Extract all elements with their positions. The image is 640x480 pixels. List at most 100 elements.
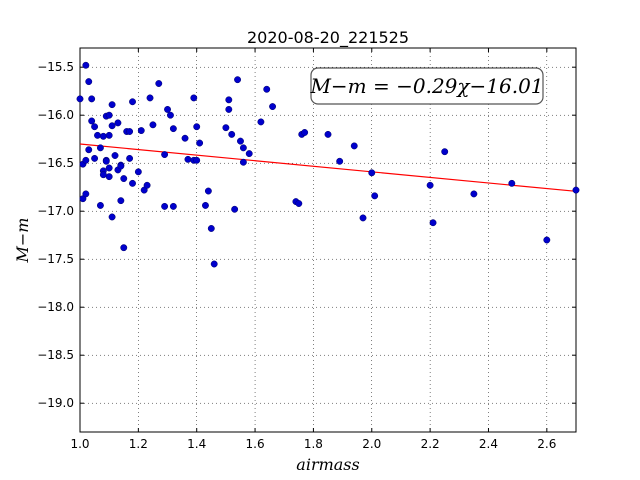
data-point <box>257 118 265 126</box>
data-point <box>82 190 90 198</box>
equation-annotation: M−m = −0.29χ−16.01 <box>309 67 544 105</box>
data-point <box>239 158 247 166</box>
data-point <box>234 76 242 84</box>
data-point <box>470 190 478 198</box>
data-point <box>94 131 101 139</box>
data-point <box>149 121 157 129</box>
data-point <box>350 142 358 150</box>
data-point <box>105 131 113 139</box>
data-point <box>120 175 128 183</box>
data-point <box>105 164 113 172</box>
fit-line <box>79 143 577 192</box>
data-point <box>508 179 516 187</box>
x-tick-label: 2.4 <box>479 437 498 451</box>
data-point <box>105 111 113 119</box>
data-point <box>114 119 122 127</box>
x-tick-label: 1.8 <box>304 437 323 451</box>
x-tick-label: 1.4 <box>187 437 206 451</box>
data-point <box>295 200 303 207</box>
data-point <box>202 201 209 209</box>
data-point <box>88 95 96 103</box>
data-point <box>76 95 84 103</box>
data-point <box>371 192 379 200</box>
data-point <box>99 132 107 140</box>
data-point <box>204 187 212 195</box>
data-point <box>336 157 344 165</box>
data-point <box>263 85 271 93</box>
x-tick-label: 1.0 <box>70 437 89 451</box>
data-point <box>129 179 136 187</box>
data-point <box>429 219 437 227</box>
data-point <box>129 98 136 106</box>
y-tick-label: −17.5 <box>37 252 74 266</box>
fit-line-layer <box>79 143 577 192</box>
data-point <box>82 156 90 164</box>
data-point <box>169 202 177 210</box>
data-point <box>108 122 116 130</box>
data-point <box>111 152 119 159</box>
data-point <box>426 181 434 189</box>
data-point <box>225 105 233 113</box>
data-point <box>117 162 125 170</box>
data-point <box>193 123 201 131</box>
data-point <box>207 225 215 232</box>
data-point <box>85 146 93 154</box>
data-point <box>120 244 128 252</box>
data-point <box>245 150 253 158</box>
data-point <box>137 127 145 135</box>
data-point <box>210 260 218 268</box>
y-axis-label: M−m <box>13 218 32 264</box>
y-tick-label: −17.0 <box>37 204 74 218</box>
data-point <box>108 213 116 221</box>
data-point <box>193 156 201 164</box>
data-point <box>155 80 163 87</box>
data-point <box>117 197 125 205</box>
data-point <box>91 123 99 131</box>
annotation-text: M−m = −0.29χ−16.01 <box>309 74 543 98</box>
data-point <box>146 94 154 102</box>
data-point <box>441 148 449 156</box>
data-point <box>99 171 107 179</box>
data-point <box>134 168 142 176</box>
y-tick-label: −18.0 <box>37 300 74 314</box>
data-point <box>269 103 277 111</box>
data-point <box>161 202 169 210</box>
axis-ticks: 1.0 1.2 1.4 1.6 1.8 2.0 2.2 2.4 2.6 −15.5 −16.0 −16… <box>37 48 576 451</box>
data-point <box>126 128 134 135</box>
data-point <box>105 173 113 181</box>
data-point <box>228 130 236 138</box>
data-point <box>85 78 93 86</box>
data-point <box>359 214 367 222</box>
x-axis-label: airmass <box>296 455 359 474</box>
data-point <box>102 157 110 165</box>
x-tick-label: 2.0 <box>362 437 381 451</box>
x-tick-label: 1.6 <box>246 437 265 451</box>
data-point <box>91 154 99 162</box>
data-point <box>231 205 239 213</box>
data-point <box>143 181 151 189</box>
chart-title: 2020-08-20_221525 <box>247 28 409 48</box>
data-point <box>190 94 198 102</box>
y-tick-label: −18.5 <box>37 348 74 362</box>
grid <box>79 48 576 432</box>
data-point <box>166 111 174 119</box>
data-point <box>225 96 233 104</box>
annotation-box <box>310 67 544 105</box>
x-tick-label: 2.6 <box>537 437 556 451</box>
data-points <box>76 61 580 268</box>
y-tick-label: −19.0 <box>37 396 74 410</box>
data-point <box>181 134 189 142</box>
data-point <box>96 144 104 152</box>
data-point <box>96 201 104 209</box>
data-point <box>108 101 116 109</box>
data-point <box>184 155 192 163</box>
data-point <box>126 154 134 162</box>
data-point <box>88 117 96 125</box>
data-point <box>572 186 580 194</box>
y-tick-label: −16.0 <box>37 108 74 122</box>
data-point <box>301 129 309 136</box>
data-point <box>169 125 177 133</box>
x-tick-label: 2.2 <box>421 437 440 451</box>
data-point <box>543 236 551 244</box>
